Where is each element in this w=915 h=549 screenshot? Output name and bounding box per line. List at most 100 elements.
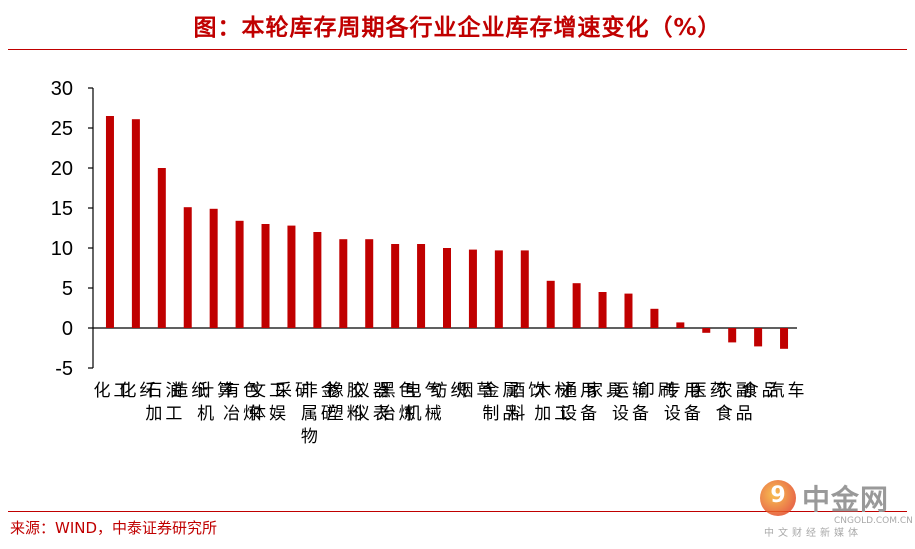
x-tick-label-char: 有 (223, 381, 240, 401)
x-tick-label: 非金属 矿物 (301, 381, 338, 447)
bar (468, 249, 477, 328)
x-tick-label: 汽车 (768, 381, 805, 401)
x-tick-label: 采矿 (275, 381, 312, 401)
x-tick-label-char: 色 (399, 381, 416, 401)
x-tick-label-char: 金 (321, 381, 338, 401)
x-tick-label-char: 料 (508, 404, 525, 424)
x-tick-label-char: 副 (736, 381, 753, 401)
x-tick-label-char: 品 (762, 381, 779, 401)
x-tick-label: 农副食品 (716, 381, 753, 424)
y-tick-label: -5 (55, 358, 73, 380)
x-tick-label-char: 矿 (321, 404, 338, 424)
x-tick-label-char: 食 (742, 381, 759, 401)
x-tick-label-char: 家 (586, 381, 603, 401)
x-tick-label: 运输设备 (612, 381, 649, 424)
x-tick-label-char: 备 (632, 404, 649, 424)
bar (676, 322, 685, 328)
x-tick-label: 仪器仪表 (353, 381, 390, 424)
bar (391, 244, 400, 328)
x-tick-label-char: 烟 (456, 381, 473, 401)
bar (754, 328, 763, 347)
x-tick-label-char: 化 (119, 381, 136, 401)
x-tick-label-char: 品 (736, 404, 753, 424)
x-tick-label-char: 炼 (243, 404, 260, 424)
x-tick-label-char: 制 (482, 404, 499, 424)
x-tick-label-char: 加 (534, 404, 551, 424)
x-tick-label: 黑色冶炼 (379, 381, 416, 424)
bar (157, 168, 166, 328)
x-tick-label-char: 食 (716, 404, 733, 424)
x-tick-label-char: 非 (301, 381, 318, 401)
x-tick-label-char: 表 (373, 404, 390, 424)
x-tick-label-char: 农 (716, 381, 733, 401)
x-tick-label: 化工 (93, 381, 130, 401)
x-tick-label-char: 医 (690, 381, 707, 401)
bar (235, 220, 244, 328)
bar (572, 283, 581, 328)
x-tick-label-char: 橡 (327, 381, 344, 401)
x-tick-label-char: 仪 (353, 404, 370, 424)
x-tick-label-char: 纺 (431, 381, 448, 401)
x-tick-label-char: 汽 (768, 381, 785, 401)
bar (131, 119, 140, 328)
x-tick-label: 造纸 (171, 381, 208, 401)
x-tick-label: 食品 (742, 381, 779, 401)
y-tick-label: 30 (51, 78, 73, 100)
x-tick-label-char: 塑 (327, 404, 344, 424)
x-tick-label-char: 木 (534, 381, 551, 401)
x-tick-label: 酒饮料 (508, 381, 545, 424)
x-tick-label-char: 酒 (508, 381, 525, 401)
x-tick-label: 纺织 (431, 381, 468, 401)
x-tick-label: 烟草 (456, 381, 493, 401)
x-tick-label-char: 工 (165, 404, 182, 424)
source-note: 来源：WIND，中泰证券研究所 (10, 519, 218, 537)
bar (287, 225, 296, 328)
bar (650, 308, 659, 328)
logo-subtitle: 中文财经新媒体 (764, 528, 862, 539)
bar (417, 244, 426, 328)
bar (209, 208, 218, 328)
x-tick-label-char: 草 (476, 381, 493, 401)
bar (598, 292, 607, 328)
y-tick-label: 5 (62, 278, 73, 300)
logo-domain: CNGOLD.COM.CN (834, 516, 913, 526)
y-tick-label: 0 (62, 318, 73, 340)
bar (443, 248, 451, 328)
bar (494, 250, 503, 328)
x-tick-label-char: 印 (638, 381, 655, 401)
x-tick-label-char: 气 (425, 381, 442, 401)
x-tick-label-char: 油 (165, 381, 182, 401)
x-tick-label-char: 金 (482, 381, 499, 401)
x-tick-label-char: 药 (710, 381, 727, 401)
x-tick-label: 金属制品 (482, 381, 519, 424)
x-tick-label-char: 备 (580, 404, 597, 424)
bar (546, 280, 555, 328)
bar (261, 224, 270, 328)
x-tick-label: 文工体娱 (249, 381, 286, 424)
x-tick-label-char: 刷 (658, 381, 675, 401)
x-tick-label-char: 计 (197, 381, 214, 401)
x-tick-label: 医药 (690, 381, 727, 401)
x-tick-label: 印刷 (638, 381, 675, 401)
x-tick-label-char: 文 (249, 381, 266, 401)
bar (624, 293, 633, 328)
x-tick-label-char: 材 (554, 381, 571, 401)
x-tick-label-char: 矿 (295, 381, 312, 401)
x-tick-label: 家具 (586, 381, 623, 401)
x-tick-label-char: 冶 (223, 404, 240, 424)
x-tick-label-char: 车 (788, 381, 805, 401)
x-tick-label-char: 工 (554, 404, 571, 424)
x-tick-label: 电气机械 (405, 381, 442, 424)
x-tick-label-char: 采 (275, 381, 292, 401)
y-tick-label: 15 (51, 198, 73, 220)
chart-title: 图：本轮库存周期各行业企业库存增速变化（%） (193, 15, 722, 41)
x-tick-label-char: 机 (197, 404, 214, 424)
x-tick-label-char: 专 (664, 381, 681, 401)
x-tick-label-char: 运 (612, 381, 629, 401)
x-tick-label-char: 设 (664, 404, 681, 424)
x-tick-label-char: 算 (217, 381, 234, 401)
x-tick-label: 木材加工 (534, 381, 571, 424)
x-tick-label: 化纤 (119, 381, 156, 401)
x-tick-label-char: 备 (684, 404, 701, 424)
bar (339, 239, 348, 328)
